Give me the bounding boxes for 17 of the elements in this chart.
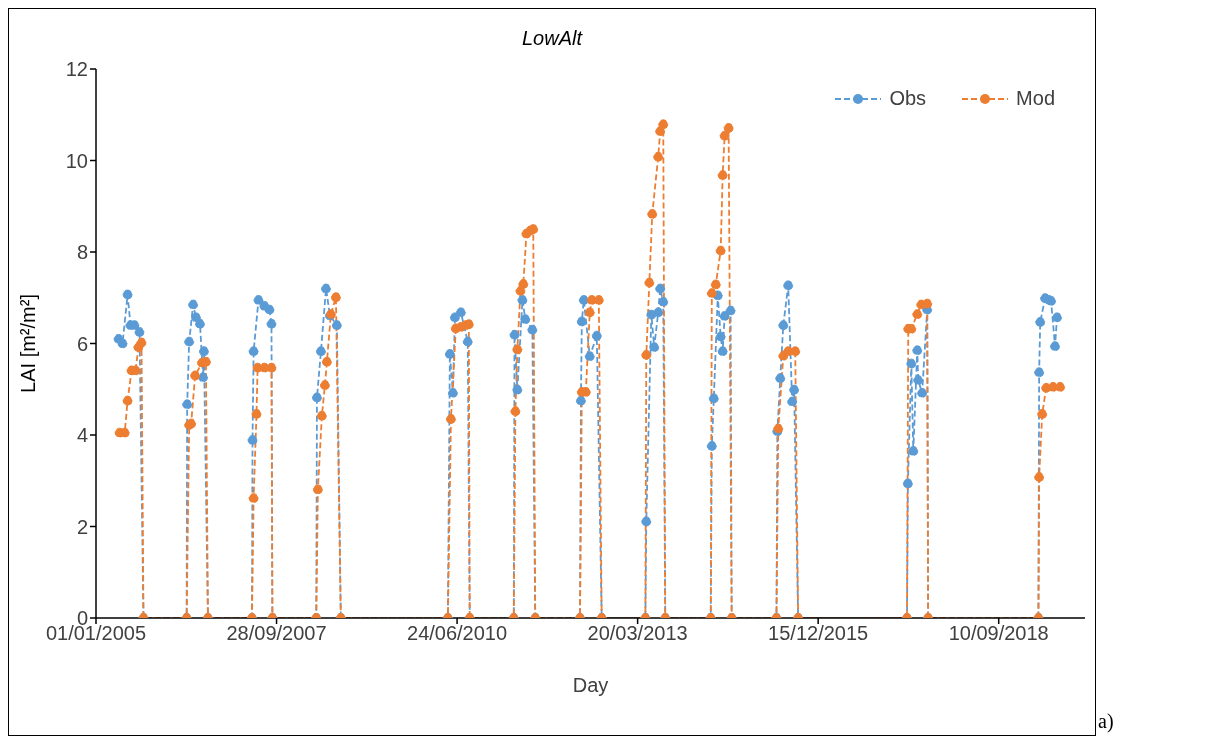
y-tick-label: 4 xyxy=(76,424,88,447)
x-tick-label: 10/09/2018 xyxy=(948,622,1049,645)
legend-label: Mod xyxy=(1016,87,1055,110)
x-tick-label: 15/12/2015 xyxy=(768,622,869,645)
text: a) xyxy=(1098,710,1114,733)
y-tick-label: 2 xyxy=(76,515,88,538)
legend-label: Obs xyxy=(889,87,927,110)
y-tick-label: 8 xyxy=(76,241,88,264)
x-tick-label: 20/03/2013 xyxy=(587,622,688,645)
x-tick-label: 28/09/2007 xyxy=(226,622,327,645)
y-tick-label: 10 xyxy=(65,149,88,172)
chart-title: LowAlt xyxy=(521,27,584,50)
x-axis-title: Day xyxy=(572,674,609,696)
x-tick-label: 24/06/2010 xyxy=(407,622,508,645)
y-tick-label: 12 xyxy=(65,58,88,81)
y-axis-title: LAI [m²/m²] xyxy=(17,294,40,393)
y-tick-label: 6 xyxy=(76,332,88,355)
